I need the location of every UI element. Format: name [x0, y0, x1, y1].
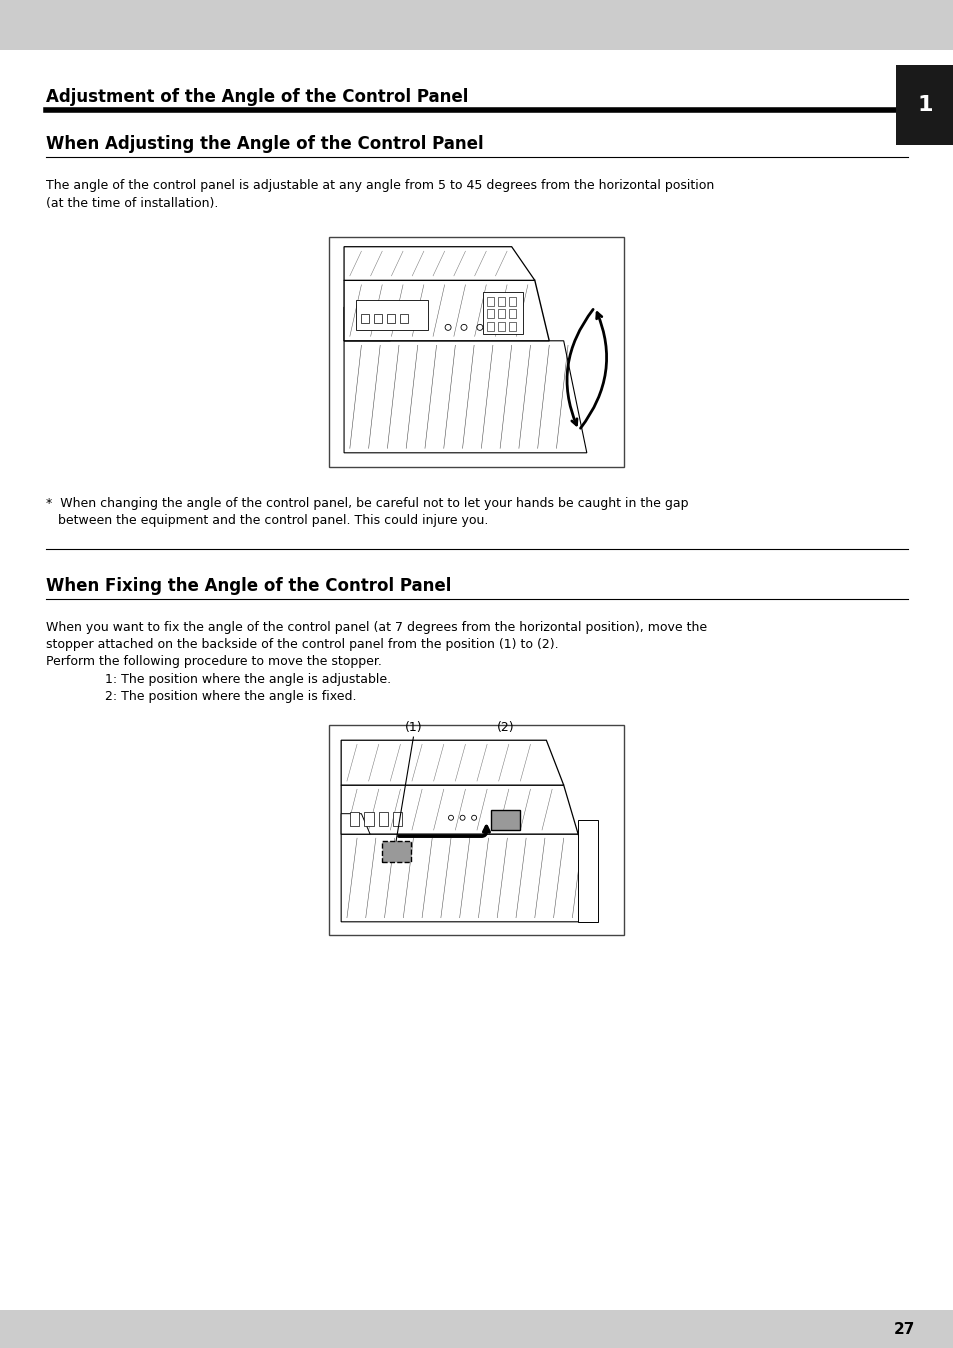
- Polygon shape: [341, 785, 578, 834]
- Text: (2): (2): [497, 721, 515, 735]
- Text: (1): (1): [404, 721, 422, 735]
- Bar: [487, 310, 494, 318]
- Bar: [482, 291, 522, 334]
- Polygon shape: [341, 740, 563, 785]
- Bar: [0, 1310, 953, 1348]
- Bar: [497, 310, 505, 318]
- Text: When you want to fix the angle of the control panel (at 7 degrees from the horiz: When you want to fix the angle of the co…: [46, 621, 706, 634]
- Bar: [497, 322, 505, 330]
- Polygon shape: [344, 307, 390, 341]
- Text: stopper attached on the backside of the control panel from the position (1) to (: stopper attached on the backside of the …: [46, 638, 558, 651]
- Text: The angle of the control panel is adjustable at any angle from 5 to 45 degrees f: The angle of the control panel is adjust…: [46, 179, 713, 191]
- Bar: [381, 841, 410, 861]
- Text: When Fixing the Angle of the Control Panel: When Fixing the Angle of the Control Pan…: [46, 577, 451, 594]
- Polygon shape: [341, 834, 598, 922]
- Text: Adjustment of the Angle of the Control Panel: Adjustment of the Angle of the Control P…: [46, 88, 468, 106]
- Bar: [509, 310, 516, 318]
- Text: 27: 27: [892, 1321, 914, 1336]
- Bar: [400, 314, 407, 324]
- Text: 1: 1: [916, 94, 932, 115]
- Bar: [497, 297, 505, 306]
- Text: between the equipment and the control panel. This could injure you.: between the equipment and the control pa…: [46, 514, 488, 527]
- Bar: [378, 811, 388, 826]
- Bar: [361, 314, 368, 324]
- Bar: [374, 314, 381, 324]
- Bar: [895, 65, 953, 146]
- Bar: [355, 301, 428, 330]
- Bar: [491, 810, 519, 830]
- Polygon shape: [341, 814, 370, 834]
- Polygon shape: [344, 341, 586, 453]
- Bar: [509, 322, 516, 330]
- Polygon shape: [344, 280, 549, 341]
- Bar: [509, 297, 516, 306]
- Text: Perform the following procedure to move the stopper.: Perform the following procedure to move …: [46, 655, 381, 669]
- Text: 1: The position where the angle is adjustable.: 1: The position where the angle is adjus…: [105, 673, 391, 686]
- Bar: [0, 0, 953, 50]
- Bar: [387, 314, 395, 324]
- Text: When Adjusting the Angle of the Control Panel: When Adjusting the Angle of the Control …: [46, 135, 483, 154]
- Polygon shape: [578, 820, 598, 922]
- Bar: [350, 811, 358, 826]
- Bar: [329, 725, 624, 936]
- Bar: [364, 811, 374, 826]
- Text: (at the time of installation).: (at the time of installation).: [46, 197, 218, 210]
- Text: 2: The position where the angle is fixed.: 2: The position where the angle is fixed…: [105, 690, 356, 704]
- Bar: [393, 811, 402, 826]
- Polygon shape: [344, 247, 535, 280]
- Bar: [487, 297, 494, 306]
- Text: *  When changing the angle of the control panel, be careful not to let your hand: * When changing the angle of the control…: [46, 497, 687, 510]
- Bar: [329, 237, 624, 466]
- Bar: [487, 322, 494, 330]
